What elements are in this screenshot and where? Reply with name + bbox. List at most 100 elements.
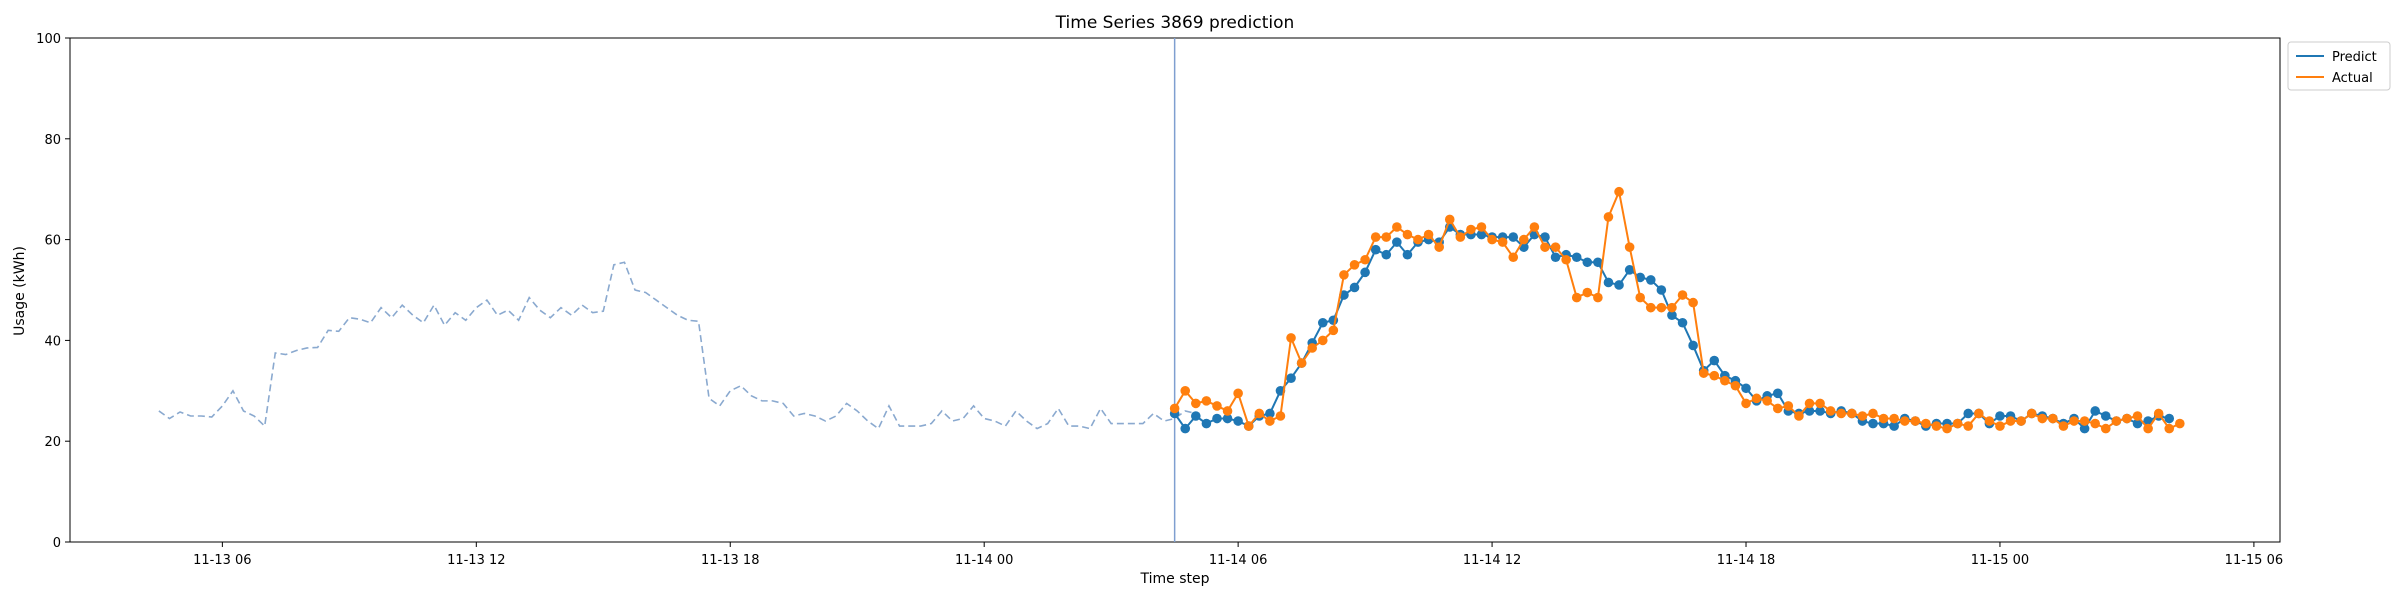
predict-point [1180, 423, 1191, 434]
actual-point [2143, 423, 2153, 434]
legend: Predict Actual [2287, 41, 2391, 91]
predict-point [1709, 355, 1720, 366]
actual-point [1783, 401, 1794, 411]
actual-point [1212, 401, 1222, 411]
actual-point [1825, 406, 1836, 416]
actual-point [2037, 413, 2048, 424]
actual-point [1497, 237, 1508, 247]
actual-point [1339, 270, 1349, 280]
actual-point [1878, 413, 1889, 424]
actual-point [1836, 408, 1847, 419]
predict-point [1677, 317, 1688, 328]
actual-point [2026, 408, 2037, 419]
actual-point [1392, 222, 1402, 232]
actual-point [1423, 229, 1434, 240]
actual-point [1762, 396, 1772, 406]
predict-point [2090, 406, 2100, 416]
predict-point [2100, 411, 2111, 421]
actual-point [2090, 418, 2100, 429]
predict-point [1222, 413, 1233, 424]
actual-point [2016, 416, 2026, 426]
actual-point [1889, 413, 1899, 424]
actual-point [1455, 232, 1466, 242]
chart-title: Time Series 3869 prediction [1055, 13, 1295, 33]
actual-point [1381, 232, 1392, 242]
predict-point [1265, 408, 1275, 419]
history-series-line [158, 261, 1196, 430]
actual-point [1476, 222, 1487, 232]
y-tick-label: 0 [53, 536, 61, 551]
legend-label-predict: Predict [2332, 50, 2377, 65]
actual-point [1656, 302, 1667, 313]
predict-point [1772, 388, 1783, 399]
actual-point [1645, 302, 1656, 313]
actual-point [1466, 224, 1476, 235]
predict-point [1868, 418, 1878, 429]
actual-point [1180, 386, 1191, 396]
actual-point [1963, 421, 1974, 431]
actual-point [1921, 418, 1931, 429]
predict-point [1360, 267, 1370, 278]
actual-point [1984, 416, 1995, 426]
actual-point [1254, 408, 1265, 419]
actual-point [1434, 242, 1444, 252]
y-tick-label: 80 [44, 133, 61, 148]
actual-point [1815, 398, 1825, 409]
actual-point [1307, 343, 1317, 353]
actual-point [1275, 411, 1286, 421]
actual-point [1519, 234, 1529, 245]
actual-point [2100, 423, 2111, 434]
y-tick-label: 40 [44, 334, 61, 349]
x-tick-label: 11-14 06 [1209, 553, 1267, 568]
actual-point [1794, 411, 1804, 421]
predict-point [1540, 232, 1550, 242]
predict-point [1317, 317, 1328, 328]
actual-point [1265, 416, 1275, 426]
predict-point [1191, 411, 1201, 421]
actual-point [1529, 222, 1540, 232]
actual-point [2132, 411, 2143, 421]
predict-point [1624, 265, 1635, 275]
actual-point [1857, 411, 1868, 421]
actual-point [2069, 416, 2079, 426]
actual-point [1561, 254, 1571, 265]
actual-point [1444, 214, 1455, 225]
actual-point [1899, 416, 1910, 426]
actual-point [1709, 370, 1720, 381]
actual-point [2164, 423, 2175, 434]
actual-point [1413, 234, 1423, 245]
legend-label-actual: Actual [2332, 71, 2373, 86]
actual-point [2122, 413, 2132, 424]
actual-point [1191, 398, 1201, 409]
predict-point [1233, 416, 1243, 426]
actual-point [1931, 421, 1942, 431]
actual-point [1868, 408, 1878, 419]
actual-point [2175, 418, 2185, 429]
actual-point [1667, 302, 1677, 313]
predict-point [1381, 249, 1392, 260]
predict-point [1656, 285, 1667, 295]
predict-series-line [1173, 225, 2170, 431]
actual-point [1751, 393, 1762, 404]
predict-point [1667, 310, 1677, 321]
actual-point [1582, 287, 1593, 298]
actual-point [1741, 398, 1751, 409]
predict-point [1741, 383, 1751, 394]
actual-point [1508, 252, 1519, 263]
y-axis-title: Usage (kWh) [12, 246, 28, 336]
actual-point [1222, 406, 1233, 416]
predict-point [1370, 244, 1381, 255]
actual-point [1540, 242, 1550, 252]
actual-point [1571, 292, 1582, 303]
actual-point [2079, 416, 2090, 426]
actual-point [1349, 260, 1360, 270]
actual-series-line [1173, 188, 2181, 431]
y-tick-label: 60 [44, 234, 61, 249]
predict-point [1635, 272, 1646, 283]
plot-area: 0 20 40 60 80 100 11-13 06 11-13 12 11-13 18 11-1… [36, 32, 2283, 568]
actual-point [1360, 254, 1370, 265]
actual-point [1328, 325, 1339, 336]
actual-point [1550, 242, 1561, 252]
actual-point [1370, 232, 1381, 242]
predict-point [1889, 421, 1899, 431]
